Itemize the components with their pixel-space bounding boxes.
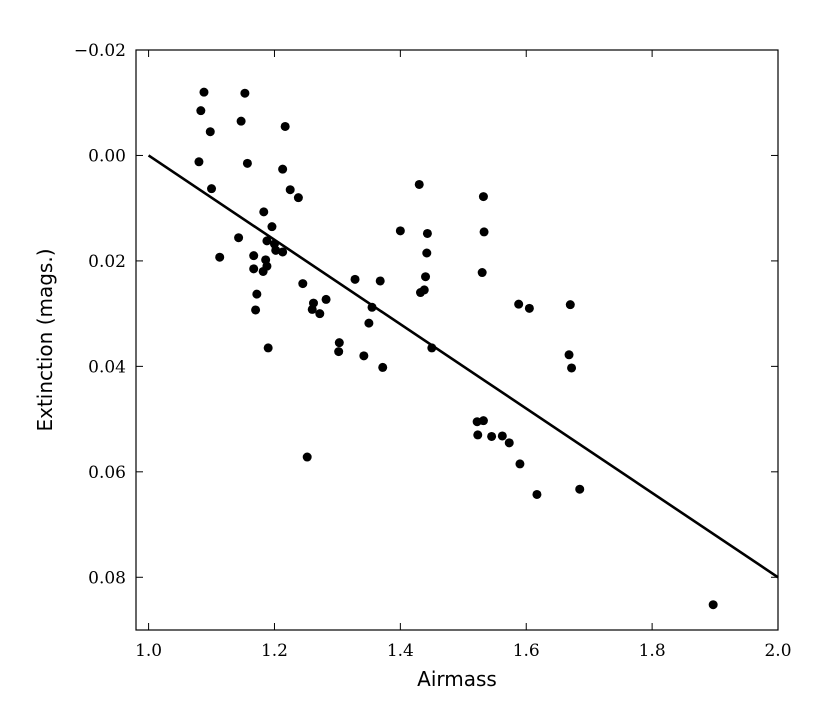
data-point [252, 289, 262, 299]
data-point [242, 158, 252, 168]
data-point [249, 264, 259, 274]
x-tick-labels: 1.0 1.2 1.4 1.6 1.8 2.0 [135, 641, 791, 661]
data-point [414, 179, 424, 189]
data-point [205, 127, 215, 137]
data-point [271, 245, 281, 255]
data-point [564, 350, 574, 360]
data-point [302, 452, 312, 462]
data-point [234, 233, 244, 243]
fit-line [147, 154, 779, 579]
data-point [422, 248, 432, 258]
y-tick-label: 0.02 [88, 252, 126, 272]
data-point [422, 228, 432, 238]
data-point [307, 304, 317, 314]
data-point [575, 484, 585, 494]
data-point [278, 164, 288, 174]
data-point [478, 192, 488, 202]
data-point [350, 274, 360, 284]
data-point [514, 299, 524, 309]
tick-marks [136, 49, 779, 630]
plot-frame [135, 49, 779, 631]
data-point [215, 252, 225, 262]
y-axis-label: Extinction (mags.) [33, 248, 57, 431]
data-point [367, 302, 377, 312]
y-tick-label: 0.08 [88, 568, 126, 588]
data-point [285, 185, 295, 195]
data-point [280, 121, 290, 131]
y-tick-label: 0.04 [88, 357, 126, 377]
data-point [236, 116, 246, 126]
data-point [199, 87, 209, 97]
data-point [364, 318, 374, 328]
data-point [240, 88, 250, 98]
x-tick-label: 1.6 [513, 641, 540, 661]
data-point [259, 207, 269, 217]
data-point [478, 416, 488, 426]
data-point [567, 363, 577, 373]
x-tick-label: 1.0 [135, 641, 162, 661]
data-point [359, 351, 369, 361]
x-tick-label: 2.0 [764, 641, 791, 661]
data-point [262, 236, 272, 246]
data-point [249, 251, 259, 261]
data-point [298, 279, 308, 289]
data-point [251, 305, 261, 315]
data-point [194, 157, 204, 167]
x-tick-label: 1.8 [639, 641, 666, 661]
data-point [473, 430, 483, 440]
data-point [278, 247, 288, 257]
y-tick-label: 0.00 [88, 146, 126, 166]
data-point [487, 431, 497, 441]
y-tick-label: 0.06 [88, 463, 126, 483]
data-point [477, 268, 487, 278]
x-tick-label: 1.4 [387, 641, 414, 661]
data-point [395, 226, 405, 236]
data-point [415, 288, 425, 298]
data-point [267, 222, 277, 232]
data-point [258, 266, 268, 276]
data-point [334, 347, 344, 357]
x-axis-label: Airmass [417, 667, 497, 691]
data-point [263, 343, 273, 353]
data-point [321, 294, 331, 304]
data-point [708, 600, 718, 610]
y-tick-label: −0.02 [74, 41, 126, 61]
data-point [524, 303, 534, 313]
data-point [497, 431, 507, 441]
data-point [532, 489, 542, 499]
data-point [378, 362, 388, 372]
data-point [315, 309, 325, 319]
data-point [375, 276, 385, 286]
data-point [196, 106, 206, 116]
x-tick-label: 1.2 [261, 641, 288, 661]
data-point [479, 227, 489, 237]
y-tick-labels: −0.02 0.00 0.02 0.04 0.06 0.08 [74, 41, 126, 588]
data-point [427, 343, 437, 353]
data-point [207, 184, 217, 194]
data-point [515, 459, 525, 469]
data-points [194, 87, 718, 610]
data-point [565, 300, 575, 310]
data-point [293, 193, 303, 203]
fit-line-group [147, 154, 779, 579]
data-point [421, 272, 431, 282]
data-point [334, 338, 344, 348]
data-point [504, 438, 514, 448]
